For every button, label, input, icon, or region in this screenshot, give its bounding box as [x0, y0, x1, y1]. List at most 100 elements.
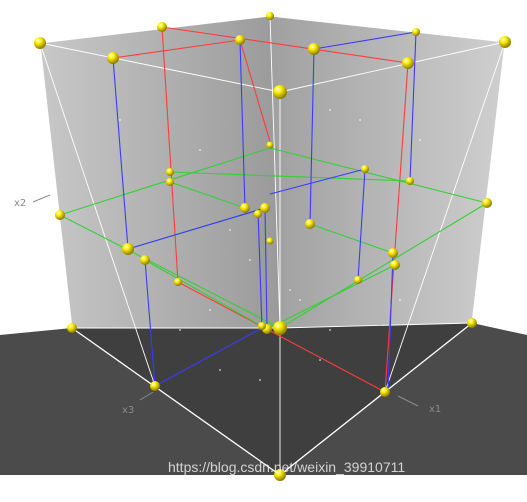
data-point: [55, 210, 65, 220]
partition-line-x2: [144, 259, 268, 330]
data-point: [107, 52, 119, 64]
frame-edge: [279, 322, 473, 476]
right-wall: [270, 16, 505, 328]
data-point: [150, 381, 160, 391]
data-point: [166, 178, 174, 186]
scatter-dot: [119, 119, 121, 121]
x1-axis-tick: [397, 395, 419, 407]
partition-line-x1: [239, 39, 272, 146]
data-point: [258, 322, 266, 330]
frame-edge: [384, 41, 506, 393]
data-point: [354, 276, 362, 284]
partition-line-x2: [266, 264, 396, 330]
partition-line-x3: [409, 31, 417, 182]
scatter-dot: [329, 329, 331, 331]
partition-line-x2: [59, 147, 271, 216]
partition-line-x3: [127, 207, 266, 250]
data-point: [361, 165, 369, 173]
data-point: [274, 469, 286, 481]
partition-line-x2: [309, 223, 394, 254]
watermark: https://blog.csdn.net/weixin_39910711: [168, 459, 405, 475]
partition-lines: [59, 26, 488, 393]
frame-edge: [39, 42, 281, 93]
x3-axis-label: x3: [122, 405, 134, 416]
data-point: [157, 22, 167, 32]
scatter-dot: [319, 359, 321, 361]
scatter-dot: [229, 229, 231, 231]
data-point: [482, 198, 492, 208]
partition-line-x3: [387, 252, 394, 391]
partition-line-x1: [161, 26, 179, 283]
data-point: [402, 57, 414, 69]
scatter-dot: [329, 109, 331, 111]
x3-axis-tick: [139, 391, 154, 401]
data-point: [499, 36, 511, 48]
partition-line-x1: [177, 281, 386, 393]
scatter-dot: [289, 289, 291, 291]
frame-edge: [39, 42, 73, 329]
data-point: [67, 323, 77, 333]
data-point: [174, 278, 182, 286]
data-point: [266, 237, 274, 245]
data-point: [260, 203, 270, 213]
frame-edge: [471, 41, 506, 324]
data-point: [412, 28, 420, 36]
data-point: [122, 243, 134, 255]
partition-line-x3: [239, 39, 246, 209]
floor-inner: [72, 323, 472, 475]
scatter-dot: [359, 119, 361, 121]
partition-line-x2: [279, 202, 488, 329]
scatter-dot: [179, 329, 181, 331]
partition-line-x3: [269, 168, 366, 195]
partition-line-x2: [269, 147, 488, 204]
data-point: [305, 219, 315, 229]
scatter-dot: [399, 299, 401, 301]
scatter-dot: [259, 379, 261, 381]
x1-axis-label: x1: [429, 404, 441, 415]
partition-line-x2: [59, 214, 281, 329]
frame-edge: [39, 15, 271, 44]
data-point: [166, 168, 174, 176]
partition-line-x3: [112, 57, 129, 250]
partition-line-x3: [144, 259, 156, 387]
frame-edge: [71, 327, 281, 476]
cube-frame: [39, 15, 506, 476]
data-points: [34, 12, 511, 481]
partition-line-x3: [313, 31, 417, 50]
scatter-dot: [199, 149, 201, 151]
data-point: [308, 43, 320, 55]
data-point: [266, 141, 274, 149]
data-point: [406, 177, 414, 185]
left-wall: [40, 16, 280, 328]
data-point: [266, 12, 274, 20]
data-point: [140, 255, 150, 265]
scatter-dot: [419, 139, 421, 141]
data-point: [34, 37, 46, 49]
frame-edge: [269, 15, 506, 43]
partition-line-x1: [384, 62, 409, 393]
data-point: [380, 387, 390, 397]
x2-axis-label: x2: [14, 198, 26, 209]
partition-line-x2: [169, 171, 411, 182]
scatter-dot: [299, 299, 301, 301]
partition-line-x3: [264, 207, 268, 330]
partition-line-x3: [357, 168, 366, 281]
data-point: [273, 85, 287, 99]
scatter-dot: [209, 309, 211, 311]
scatter-dot: [249, 259, 251, 261]
partition-line-x2: [169, 181, 246, 209]
frame-edge: [279, 41, 506, 93]
x2-axis-tick: [32, 194, 51, 203]
data-point: [273, 321, 287, 335]
frame-edge: [279, 322, 473, 329]
partition-line-x3: [154, 327, 263, 387]
data-point: [390, 260, 400, 270]
frame-edge: [39, 42, 156, 387]
partition-line-x3: [257, 209, 263, 329]
data-point: [235, 35, 245, 45]
partition-line-x1: [161, 26, 409, 64]
data-point: [467, 318, 477, 328]
frame-edge: [269, 15, 281, 329]
